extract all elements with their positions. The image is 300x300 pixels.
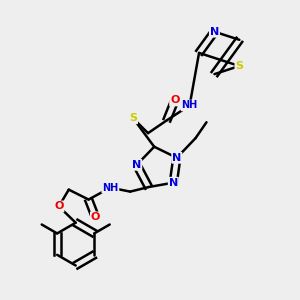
Text: N: N — [169, 178, 178, 188]
Text: O: O — [170, 95, 179, 106]
Text: S: S — [236, 61, 243, 71]
Text: N: N — [210, 27, 219, 37]
Text: O: O — [54, 202, 64, 212]
Text: N: N — [132, 160, 141, 170]
Text: NH: NH — [102, 183, 119, 193]
Text: S: S — [129, 113, 137, 123]
Text: N: N — [172, 153, 182, 163]
Text: NH: NH — [182, 100, 198, 110]
Text: O: O — [91, 212, 100, 222]
